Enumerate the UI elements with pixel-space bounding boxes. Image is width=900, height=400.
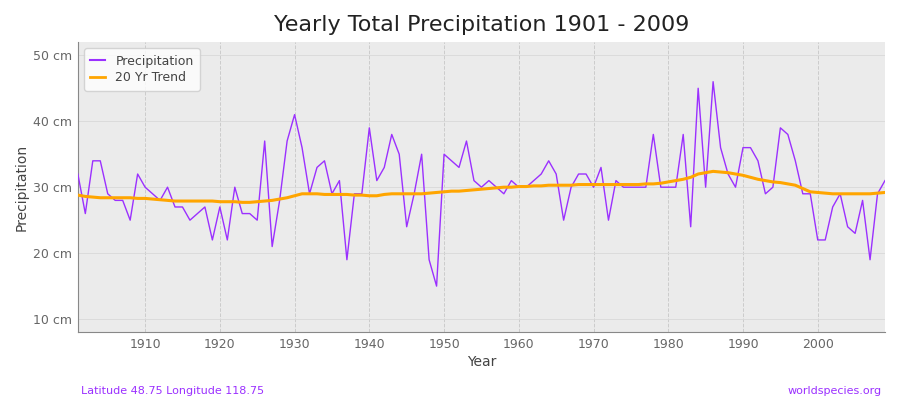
Text: worldspecies.org: worldspecies.org: [788, 386, 882, 396]
Text: Latitude 48.75 Longitude 118.75: Latitude 48.75 Longitude 118.75: [81, 386, 264, 396]
Title: Yearly Total Precipitation 1901 - 2009: Yearly Total Precipitation 1901 - 2009: [274, 15, 689, 35]
X-axis label: Year: Year: [467, 355, 496, 369]
Legend: Precipitation, 20 Yr Trend: Precipitation, 20 Yr Trend: [84, 48, 200, 91]
Y-axis label: Precipitation: Precipitation: [15, 144, 29, 231]
